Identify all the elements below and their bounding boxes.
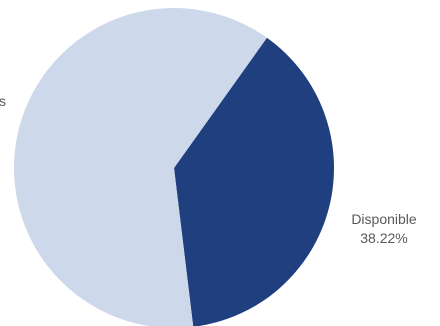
slice-label-other-fragment: s [0, 93, 6, 109]
slice-label-disponible-name: Disponible [351, 211, 417, 227]
pie-slice-disponible [174, 37, 334, 326]
pie-slices [14, 8, 334, 326]
pie-slice-other [14, 8, 267, 326]
slice-label-disponible-value: 38.22% [360, 230, 407, 246]
